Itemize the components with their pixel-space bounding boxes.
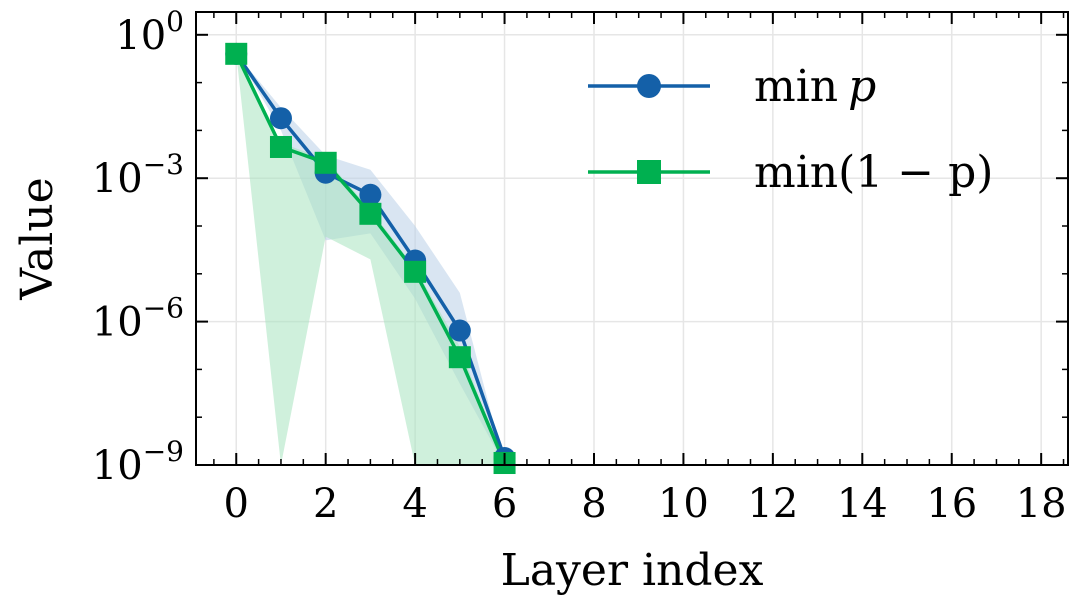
data-point-square [314, 151, 337, 174]
x-tick-labels: 0 2 4 6 8 10 12 14 16 18 [224, 481, 1067, 527]
data-point-circle [359, 183, 382, 206]
legend: min p min(1 − p) [588, 61, 993, 198]
legend-entry-min-p: min p [588, 61, 876, 112]
x-tick-label: 14 [837, 481, 888, 527]
legend-marker-circle [637, 74, 661, 98]
series-markers [225, 42, 516, 475]
x-tick-label: 6 [492, 481, 517, 527]
y-tick-labels: 100 10−3 10−6 10−9 [92, 5, 184, 489]
data-point-square [404, 260, 427, 283]
data-point-square [448, 346, 471, 369]
y-tick-label: 10−6 [92, 292, 184, 346]
plot-frame [195, 11, 1069, 466]
legend-label-min-p: min p [754, 61, 876, 112]
x-tick-label: 8 [581, 481, 606, 527]
x-tick-label: 10 [658, 481, 709, 527]
data-point-circle [448, 319, 471, 342]
legend-entry-min-1-minus-p: min(1 − p) [588, 147, 993, 198]
x-axis-title: Layer index [501, 545, 764, 596]
data-point-square [269, 135, 292, 158]
x-tick-label: 18 [1016, 481, 1067, 527]
x-tick-label: 12 [747, 481, 798, 527]
y-tick-label: 10−3 [92, 148, 184, 202]
x-tick-label: 0 [224, 481, 249, 527]
data-point-circle [269, 107, 292, 130]
x-tick-label: 4 [402, 481, 427, 527]
y-tick-label: 10−9 [92, 435, 184, 489]
axis-ticks [196, 12, 1068, 466]
y-axis-title: Value [12, 177, 63, 300]
data-point-square [359, 202, 382, 225]
legend-label-min-1-minus-p: min(1 − p) [754, 147, 993, 198]
x-tick-label: 16 [926, 481, 977, 527]
y-tick-label: 100 [115, 5, 184, 59]
data-point-square [225, 42, 248, 65]
x-tick-label: 2 [313, 481, 338, 527]
legend-marker-square [637, 160, 661, 184]
